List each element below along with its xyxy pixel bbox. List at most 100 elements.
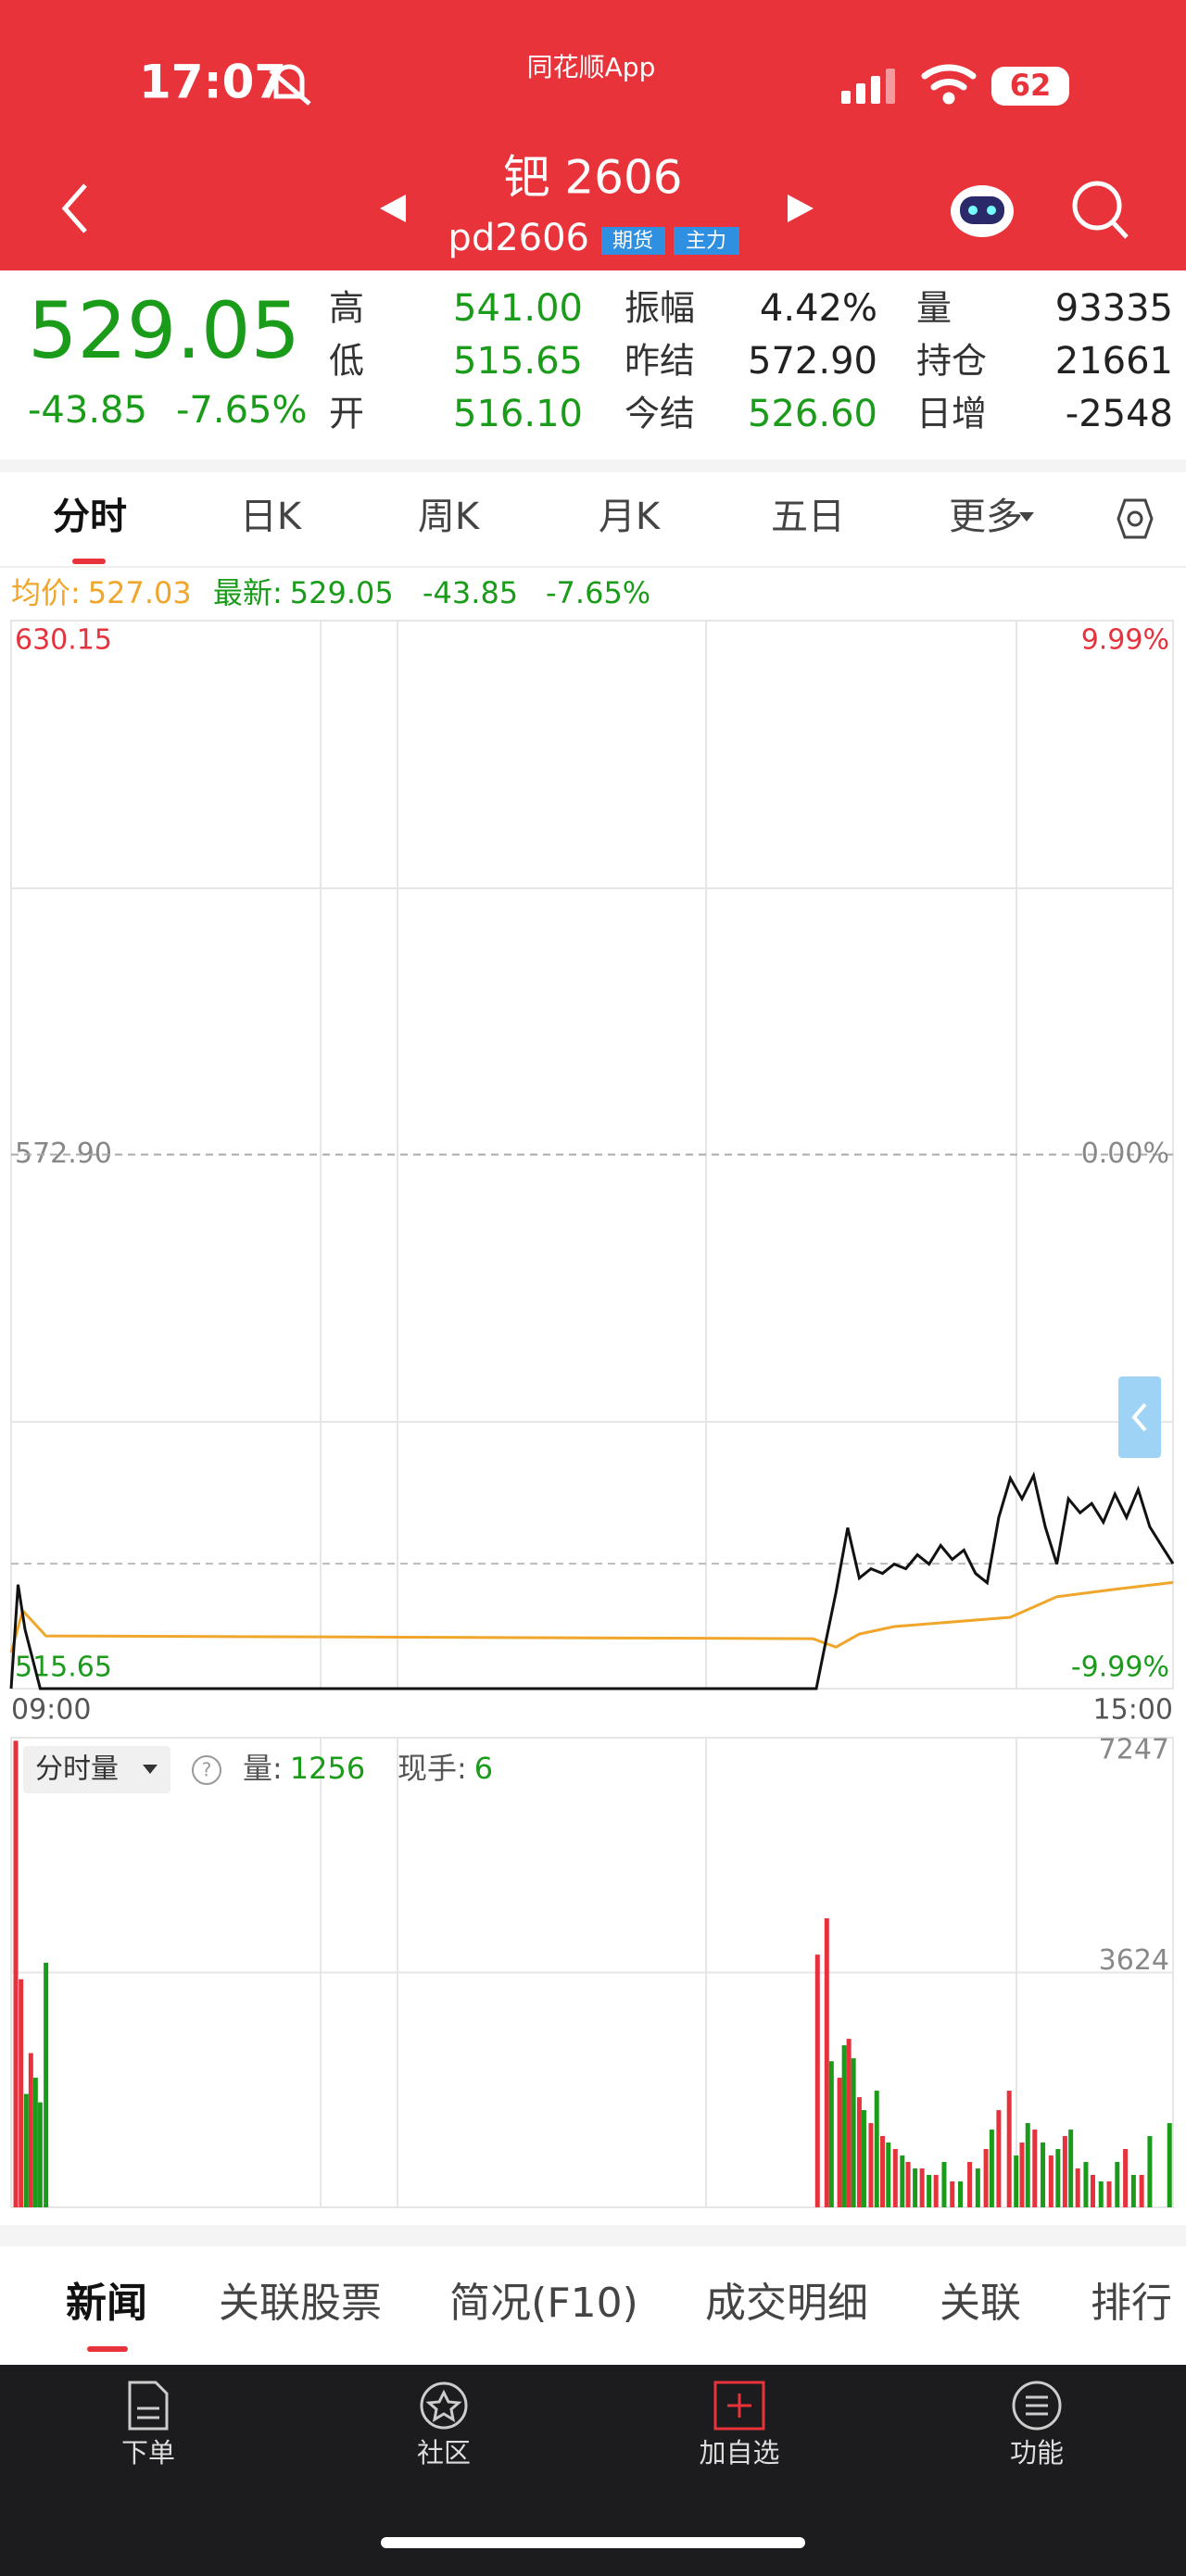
volume-bar	[1083, 2162, 1089, 2207]
mute-icon	[269, 64, 311, 106]
field-label: 量	[916, 288, 952, 329]
volume-bar	[950, 2181, 955, 2207]
status-time: 17:07	[139, 56, 286, 109]
volume-selector[interactable]	[23, 1746, 170, 1793]
tag: 主力	[686, 230, 726, 253]
back-button[interactable]	[61, 183, 87, 233]
field-value: 541.00	[453, 287, 583, 330]
volume-bar	[1147, 2136, 1153, 2207]
tag: 期货	[612, 230, 653, 253]
search-icon[interactable]	[1072, 181, 1129, 239]
volume-bar	[1075, 2168, 1080, 2207]
volume-bar	[1068, 2130, 1074, 2207]
price-line	[9, 1580, 1174, 1653]
help-icon[interactable]	[192, 1755, 221, 1785]
field-value: -2548	[1066, 393, 1173, 435]
volume-bar	[1048, 2155, 1054, 2207]
y-tick-label: 515.65	[15, 1652, 112, 1684]
battery	[991, 67, 1069, 106]
side-handle-arrow	[1131, 1402, 1147, 1432]
field-label: 昨结	[625, 341, 695, 382]
y-tick-label: 630.15	[15, 624, 112, 657]
volume-bar	[814, 1954, 820, 2207]
y-tick-label: 3624	[1099, 1944, 1169, 1977]
volume-bar	[44, 1962, 49, 2207]
volume-bar	[958, 2181, 964, 2207]
volume-bar	[1014, 2155, 1019, 2207]
volume-bar	[837, 2078, 842, 2207]
nav-item[interactable]: 功能	[1010, 2437, 1064, 2469]
home-indicator	[381, 2537, 805, 2548]
nav-item[interactable]: 下单	[121, 2437, 175, 2469]
field-label: 高	[329, 288, 364, 329]
volume-bar	[975, 2168, 980, 2207]
info-tab[interactable]: 关联股票	[219, 2280, 382, 2327]
settings-icon[interactable]	[1117, 498, 1154, 539]
chart-tab[interactable]: 周K	[418, 496, 481, 538]
volume-bar	[880, 2136, 885, 2207]
field-label: 今结	[625, 394, 695, 434]
volume-bar	[19, 1979, 24, 2207]
volume-selector-label: 分时量	[35, 1753, 119, 1786]
field-label: 振幅	[625, 288, 695, 329]
field-label: 低	[329, 341, 364, 382]
volume-bar	[1106, 2181, 1112, 2207]
volume-bar	[1055, 2149, 1061, 2207]
wifi-icon	[921, 64, 977, 105]
field-label: 日增	[916, 394, 987, 434]
info-tab[interactable]: 新闻	[66, 2280, 147, 2327]
info-line: 均价: 527.03 最新: 529.05 -43.85 -7.65%	[11, 575, 650, 610]
volume-bar	[23, 2093, 29, 2207]
volume-bar	[824, 1917, 829, 2207]
volume-bar	[1115, 2162, 1120, 2207]
chart-tab[interactable]: 日K	[240, 496, 303, 538]
field-label: 持仓	[916, 341, 987, 382]
volume-bar	[13, 1740, 19, 2207]
tag-bg	[601, 227, 665, 255]
volume-bar	[1123, 2149, 1129, 2207]
info-tab[interactable]: 成交明细	[705, 2280, 868, 2327]
chart-tab[interactable]: 月K	[599, 496, 662, 538]
volume-bar	[1090, 2175, 1095, 2207]
chart-tab[interactable]: 分时	[53, 496, 127, 538]
volume-bar	[1167, 2123, 1172, 2207]
nav-item[interactable]: 加自选	[699, 2437, 779, 2469]
x-tick-label: 09:00	[11, 1694, 91, 1727]
volume-bar	[851, 2058, 856, 2207]
side-handle[interactable]	[1118, 1376, 1161, 1458]
tab-indicator	[72, 559, 106, 564]
info-tab[interactable]: 关联	[940, 2280, 1021, 2327]
volume-bar	[989, 2130, 994, 2207]
volume-bar	[841, 2045, 847, 2207]
field-value: 21661	[1055, 340, 1173, 383]
info-tab[interactable]: 简况(F10)	[449, 2280, 638, 2327]
volume-bar	[1062, 2136, 1067, 2207]
volume-bar	[874, 2091, 879, 2207]
info-tab[interactable]: 排行	[1091, 2280, 1172, 2327]
chart-frame	[10, 620, 1174, 2208]
volume-bar	[905, 2162, 911, 2207]
volume-bar	[886, 2142, 891, 2207]
price-change: -43.85	[28, 389, 147, 432]
prev-contract[interactable]	[380, 195, 406, 222]
y-tick-label: 7247	[1099, 1734, 1169, 1766]
chart-tab[interactable]: 五日	[771, 496, 845, 538]
divider	[0, 2225, 1186, 2246]
chart-tab[interactable]: 更多	[949, 496, 1023, 538]
next-contract[interactable]	[788, 195, 814, 222]
price-line	[9, 1471, 1175, 1690]
field-value: 526.60	[748, 393, 877, 435]
nav-item[interactable]: 社区	[417, 2437, 471, 2469]
nav-icons	[128, 2381, 1062, 2431]
volume-bar	[1098, 2181, 1104, 2207]
divider	[0, 459, 1186, 472]
assistant-icon[interactable]	[951, 185, 1014, 237]
y2-tick-label: 0.00%	[1081, 1137, 1169, 1170]
volume-bar	[996, 2110, 1002, 2207]
volume-bar	[1032, 2130, 1038, 2207]
volume-bar	[933, 2175, 939, 2207]
header-bg	[0, 0, 1186, 270]
volume-bar	[37, 2102, 43, 2207]
